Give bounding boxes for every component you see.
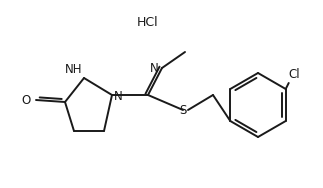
Text: O: O (22, 93, 31, 106)
Text: N: N (114, 89, 123, 102)
Text: Cl: Cl (289, 68, 300, 82)
Text: HCl: HCl (137, 15, 159, 29)
Text: S: S (179, 104, 187, 117)
Text: N: N (150, 62, 159, 76)
Text: NH: NH (65, 63, 82, 76)
